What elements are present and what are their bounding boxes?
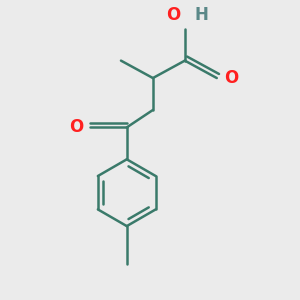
Text: H: H xyxy=(195,6,209,24)
Text: O: O xyxy=(69,118,83,136)
Text: O: O xyxy=(166,6,181,24)
Text: O: O xyxy=(224,69,238,87)
